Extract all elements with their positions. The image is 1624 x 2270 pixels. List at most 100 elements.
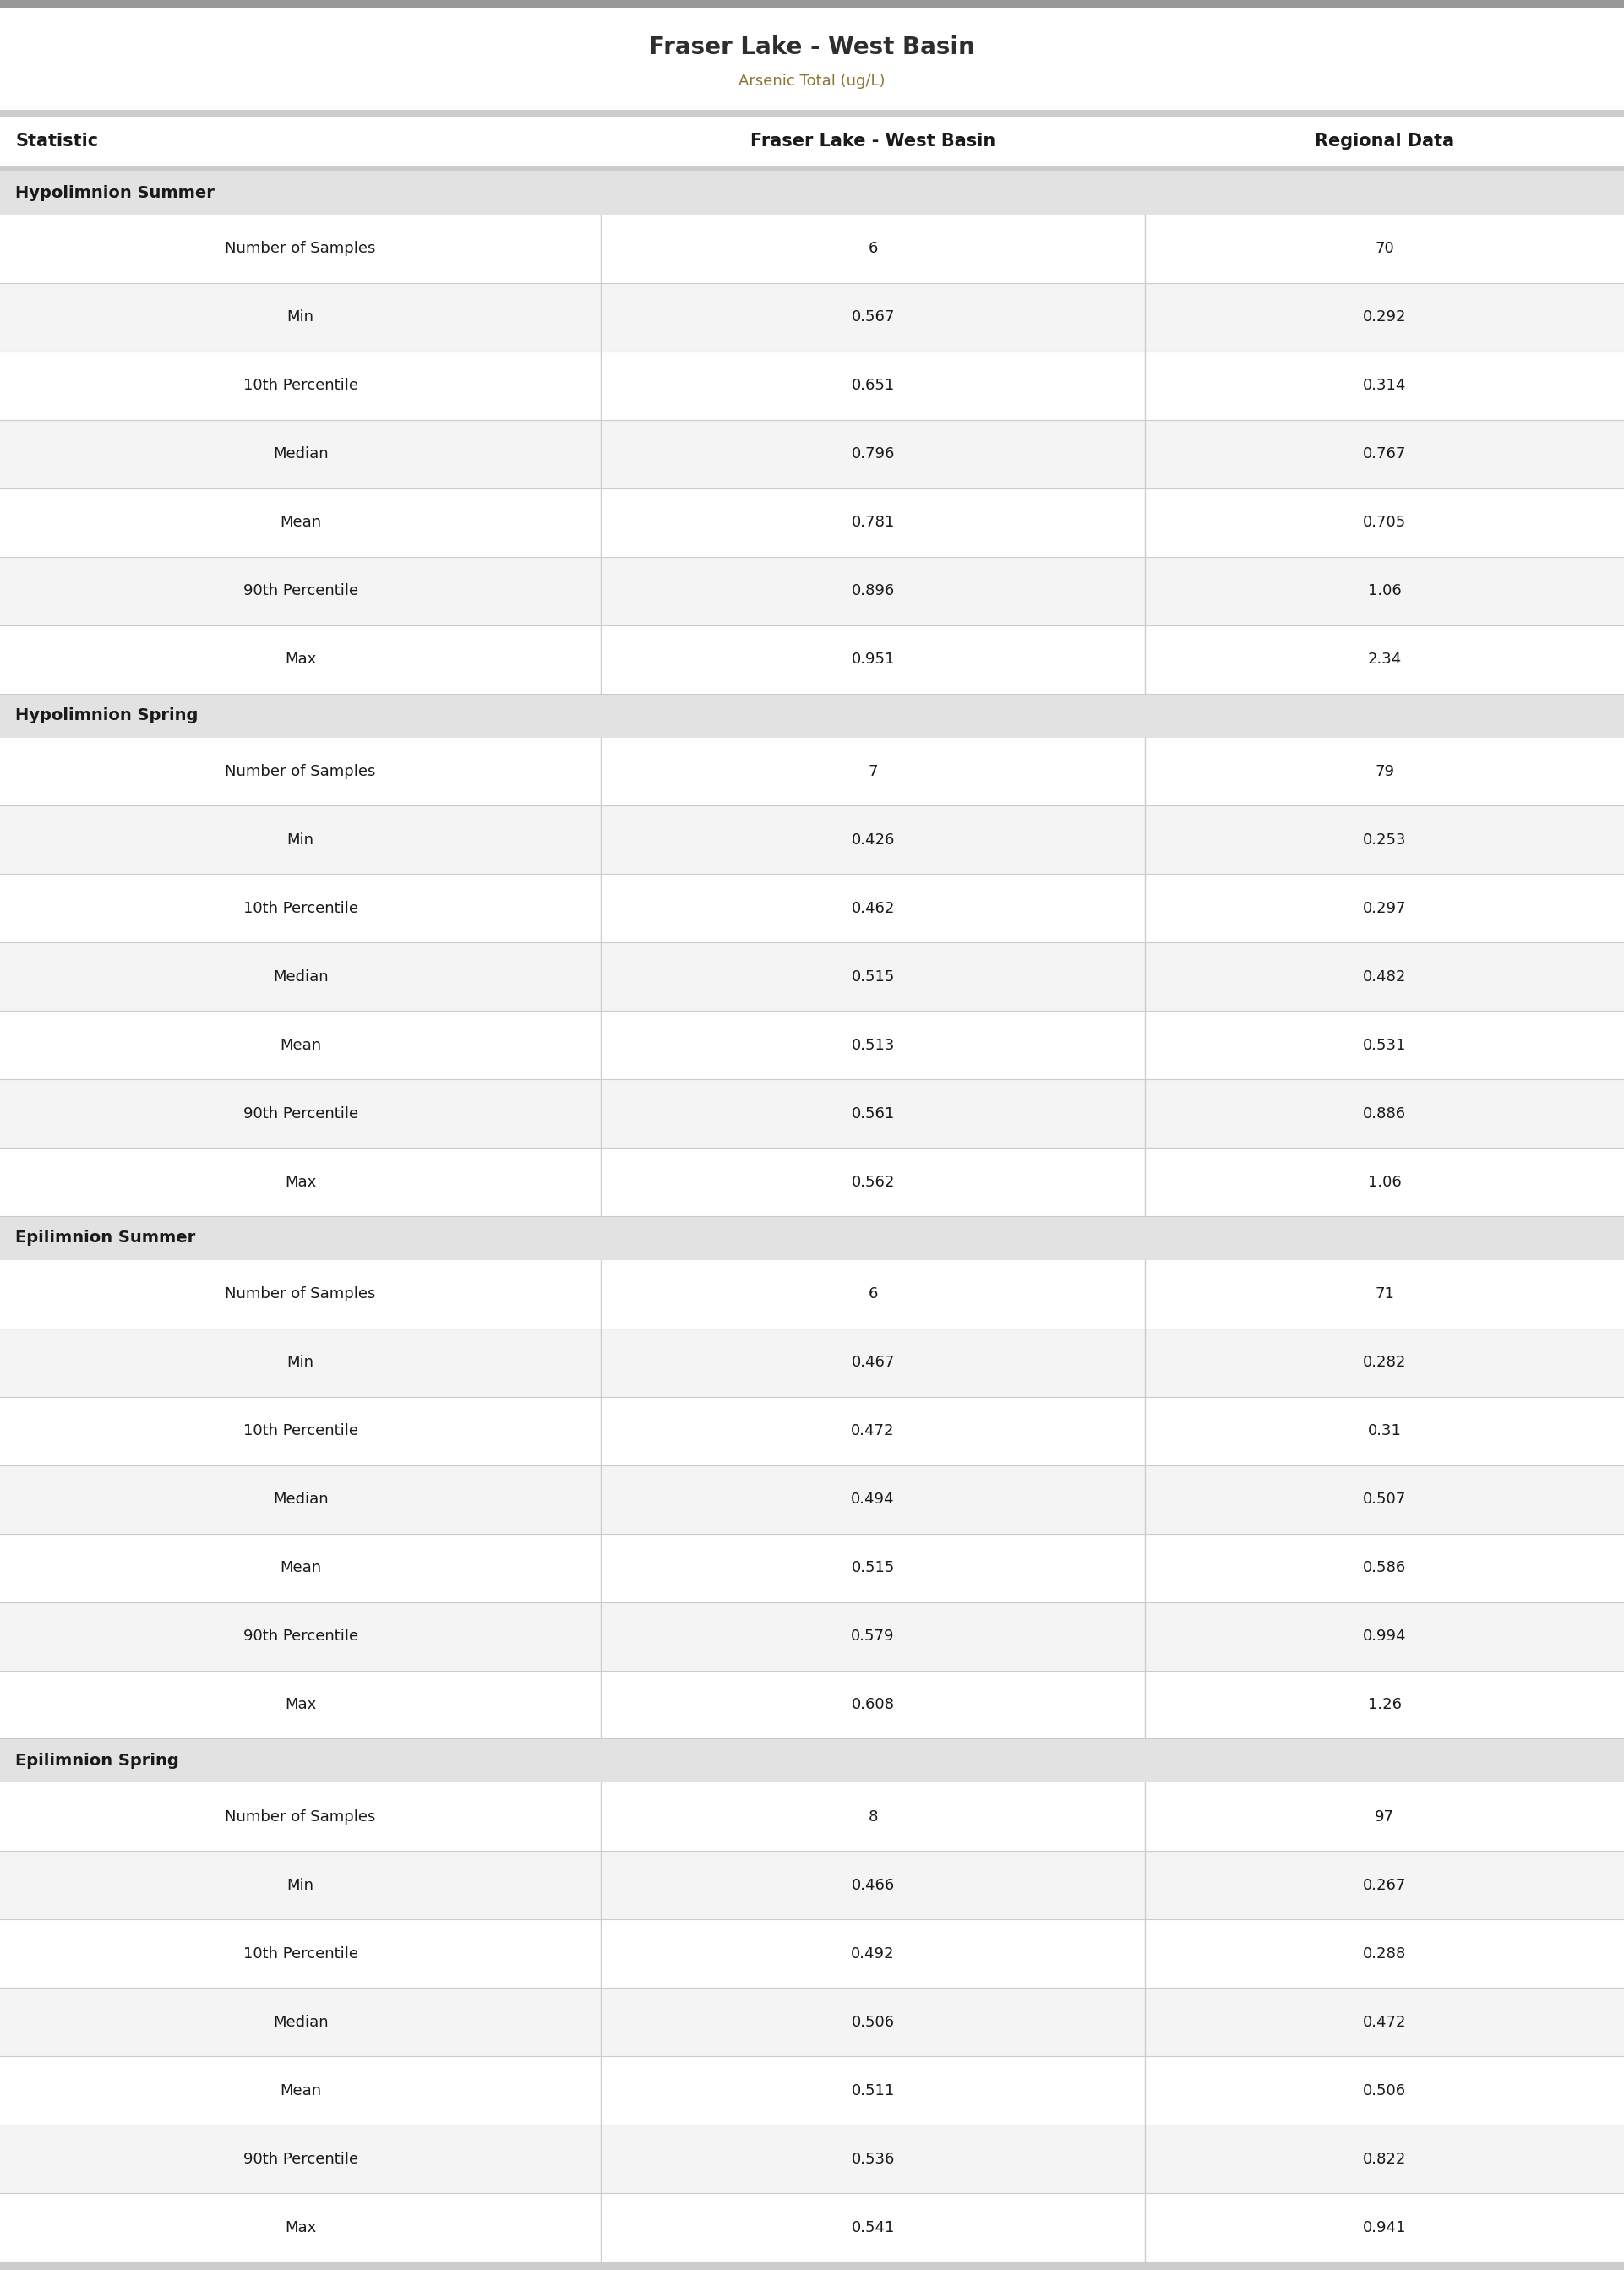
Text: 0.466: 0.466 [851, 1877, 895, 1893]
Text: 0.994: 0.994 [1363, 1628, 1406, 1643]
Text: 0.536: 0.536 [851, 2152, 895, 2166]
Text: Max: Max [284, 2220, 317, 2236]
Text: 1.06: 1.06 [1367, 1174, 1402, 1189]
Bar [0, 166, 1624, 170]
Text: Hypolimnion Spring: Hypolimnion Spring [15, 708, 198, 724]
Text: 0.482: 0.482 [1363, 969, 1406, 985]
Text: 6: 6 [869, 1287, 877, 1303]
Text: 8: 8 [869, 1809, 877, 1825]
Text: Max: Max [284, 1698, 317, 1712]
Text: 0.462: 0.462 [851, 901, 895, 917]
Text: Number of Samples: Number of Samples [226, 1287, 375, 1303]
Text: 0.426: 0.426 [851, 833, 895, 847]
Text: 0.531: 0.531 [1363, 1037, 1406, 1053]
Bar [0, 874, 1624, 942]
Bar [0, 1671, 1624, 1739]
Text: 0.941: 0.941 [1363, 2220, 1406, 2236]
Text: 1.06: 1.06 [1367, 583, 1402, 599]
Bar [0, 624, 1624, 692]
Text: 0.896: 0.896 [851, 583, 895, 599]
Bar [0, 806, 1624, 874]
Text: 0.511: 0.511 [851, 2084, 895, 2097]
Bar [0, 556, 1624, 624]
Bar [0, 216, 1624, 284]
Bar [0, 1010, 1624, 1078]
Bar [0, 1739, 1624, 1782]
Bar [0, 1396, 1624, 1464]
Text: 90th Percentile: 90th Percentile [244, 583, 357, 599]
Text: 0.267: 0.267 [1363, 1877, 1406, 1893]
Bar [0, 109, 1624, 116]
Text: 10th Percentile: 10th Percentile [244, 379, 357, 393]
Text: Median: Median [273, 2013, 328, 2029]
Bar [0, 1603, 1624, 1671]
Text: 0.579: 0.579 [851, 1628, 895, 1643]
Text: Arsenic Total (ug/L): Arsenic Total (ug/L) [739, 75, 885, 89]
Text: Hypolimnion Summer: Hypolimnion Summer [15, 184, 214, 200]
Text: Median: Median [273, 1491, 328, 1507]
Text: Fraser Lake - West Basin: Fraser Lake - West Basin [650, 34, 974, 59]
Text: 0.586: 0.586 [1363, 1559, 1406, 1575]
Text: 0.297: 0.297 [1363, 901, 1406, 917]
Bar [0, 9, 1624, 109]
Text: 70: 70 [1376, 241, 1393, 257]
Text: 97: 97 [1376, 1809, 1393, 1825]
Text: Min: Min [287, 1355, 313, 1371]
Bar [0, 1920, 1624, 1989]
Bar [0, 170, 1624, 216]
Text: Min: Min [287, 309, 313, 325]
Text: 0.472: 0.472 [851, 1423, 895, 1439]
Bar [0, 692, 1624, 738]
Text: 0.506: 0.506 [851, 2013, 895, 2029]
Text: 10th Percentile: 10th Percentile [244, 1423, 357, 1439]
Text: 0.796: 0.796 [851, 447, 895, 461]
Bar [0, 2125, 1624, 2193]
Bar [0, 1078, 1624, 1149]
Text: 0.507: 0.507 [1363, 1491, 1406, 1507]
Text: 0.472: 0.472 [1363, 2013, 1406, 2029]
Bar [0, 1217, 1624, 1260]
Text: Max: Max [284, 1174, 317, 1189]
Text: Statistic: Statistic [15, 132, 97, 150]
Bar [0, 1989, 1624, 2057]
Text: Mean: Mean [279, 1559, 322, 1575]
Text: Median: Median [273, 969, 328, 985]
Text: 90th Percentile: 90th Percentile [244, 1105, 357, 1121]
Text: 79: 79 [1376, 765, 1393, 779]
Text: 0.467: 0.467 [851, 1355, 895, 1371]
Text: 0.541: 0.541 [851, 2220, 895, 2236]
Bar [0, 0, 1624, 9]
Bar [0, 1328, 1624, 1396]
Text: 0.513: 0.513 [851, 1037, 895, 1053]
Bar [0, 116, 1624, 166]
Text: 0.608: 0.608 [851, 1698, 895, 1712]
Text: 0.515: 0.515 [851, 969, 895, 985]
Text: 0.822: 0.822 [1363, 2152, 1406, 2166]
Text: Median: Median [273, 447, 328, 461]
Text: Mean: Mean [279, 515, 322, 529]
Text: 6: 6 [869, 241, 877, 257]
Text: Epilimnion Summer: Epilimnion Summer [15, 1230, 195, 1246]
Bar [0, 1782, 1624, 1850]
Text: Min: Min [287, 833, 313, 847]
Bar [0, 1850, 1624, 1920]
Text: 10th Percentile: 10th Percentile [244, 901, 357, 917]
Bar [0, 738, 1624, 806]
Text: 0.651: 0.651 [851, 379, 895, 393]
Text: 1.26: 1.26 [1367, 1698, 1402, 1712]
Text: 71: 71 [1376, 1287, 1393, 1303]
Text: 90th Percentile: 90th Percentile [244, 1628, 357, 1643]
Text: Fraser Lake - West Basin: Fraser Lake - West Basin [750, 132, 996, 150]
Text: Mean: Mean [279, 1037, 322, 1053]
Text: 0.705: 0.705 [1363, 515, 1406, 529]
Text: 0.494: 0.494 [851, 1491, 895, 1507]
Text: 0.292: 0.292 [1363, 309, 1406, 325]
Text: 2.34: 2.34 [1367, 651, 1402, 667]
Bar [0, 1260, 1624, 1328]
Text: 0.886: 0.886 [1363, 1105, 1406, 1121]
Text: Number of Samples: Number of Samples [226, 765, 375, 779]
Text: Max: Max [284, 651, 317, 667]
Bar [0, 488, 1624, 556]
Text: 0.562: 0.562 [851, 1174, 895, 1189]
Bar [0, 420, 1624, 488]
